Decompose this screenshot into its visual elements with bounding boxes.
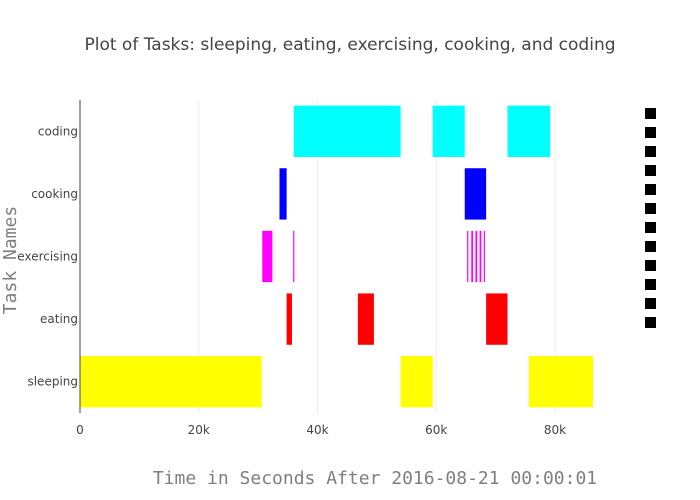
y-tick-label: coding [38, 124, 78, 138]
x-tick-label: 0 [76, 423, 84, 437]
task-bar-eating [486, 293, 508, 345]
task-bar-sleeping [80, 356, 262, 408]
x-axis-title: Time in Seconds After 2016-08-21 00:00:0… [153, 468, 597, 489]
y-tick-label: cooking [31, 187, 78, 201]
task-bar-exercising [471, 230, 474, 283]
legend-marker [645, 298, 656, 309]
task-bars [80, 105, 593, 408]
legend-marker [645, 165, 656, 176]
task-bar-eating [357, 293, 374, 345]
task-bar-exercising [467, 230, 469, 283]
legend-marker [645, 222, 656, 233]
y-axis-title: Task Names [0, 206, 21, 314]
legend-marker [645, 279, 656, 290]
task-bar-exercising [479, 230, 482, 283]
task-bar-sleeping [400, 356, 433, 408]
y-tick-labels: sleeping eating exercising cooking coding [17, 124, 78, 388]
task-bar-cooking [279, 168, 287, 220]
y-tick-label: sleeping [27, 375, 78, 389]
chart-title: Plot of Tasks: sleeping, eating, exercis… [84, 35, 615, 55]
task-bar-eating [286, 293, 292, 345]
legend-marker [645, 184, 656, 195]
legend-marker [645, 260, 656, 271]
legend-marker [645, 146, 656, 157]
y-tick-label: eating [40, 312, 78, 326]
x-tick-label: 80k [544, 423, 566, 437]
task-bar-exercising [483, 230, 485, 283]
x-tick-label: 40k [306, 423, 328, 437]
task-bar-coding [432, 105, 465, 157]
legend-marker [645, 127, 656, 138]
y-tick-label: exercising [17, 250, 78, 264]
x-tick-labels: 0 20k 40k 60k 80k [76, 423, 566, 437]
legend-marker [645, 241, 656, 252]
task-bar-exercising [475, 230, 478, 283]
x-tick-label: 20k [188, 423, 210, 437]
legend-marker [645, 317, 656, 328]
x-tick-label: 60k [425, 423, 447, 437]
task-bar-coding [507, 105, 551, 157]
task-bar-exercising [262, 230, 273, 283]
task-bar-exercising [293, 230, 295, 283]
task-bar-coding [293, 105, 401, 157]
legend-marker [645, 203, 656, 214]
legend [645, 108, 656, 328]
task-bar-sleeping [528, 356, 593, 408]
task-bar-cooking [464, 168, 487, 220]
legend-marker [645, 108, 656, 119]
